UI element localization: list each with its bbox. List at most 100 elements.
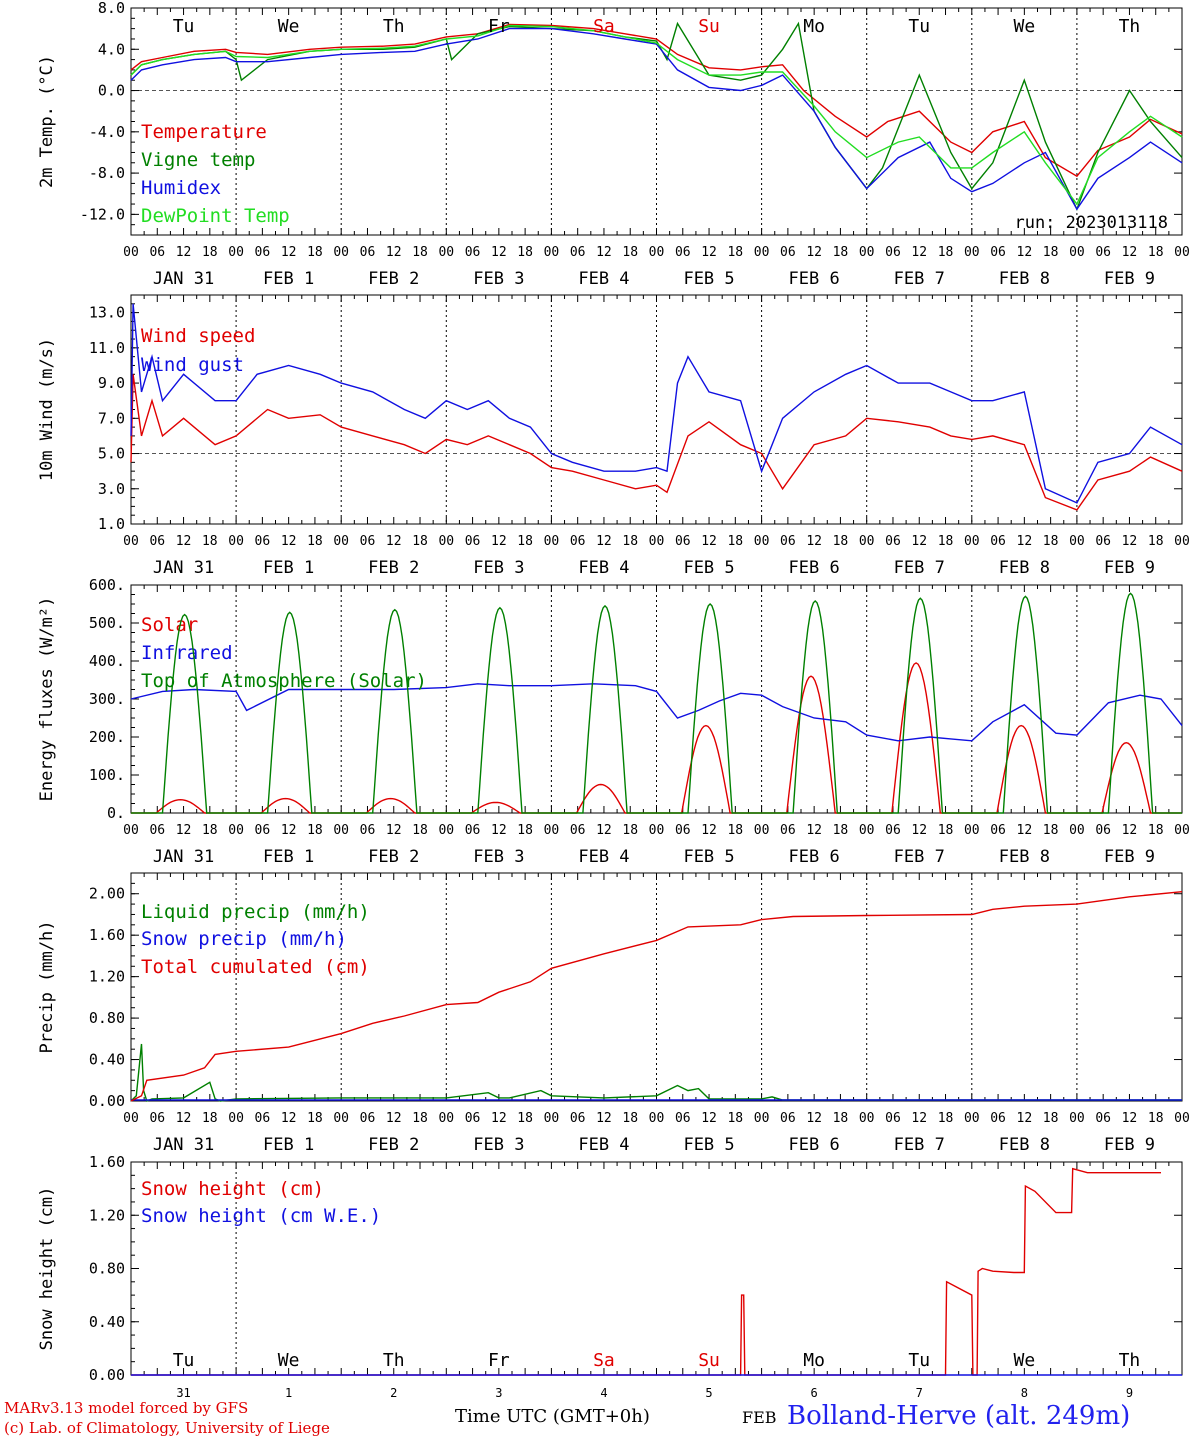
date-label: FEB 5 [683, 1135, 734, 1155]
hour-tick-label: 06 [780, 534, 796, 549]
hour-tick-label: 12 [806, 1111, 822, 1126]
hour-tick-label: 00 [438, 245, 454, 260]
hour-tick-label: 06 [255, 534, 271, 549]
hour-tick-label: 00 [544, 823, 560, 838]
hour-tick-label: 18 [727, 823, 743, 838]
date-label: JAN 31 [153, 558, 214, 578]
hour-tick-label: 00 [333, 534, 349, 549]
hour-tick-label: 06 [990, 245, 1006, 260]
hour-tick-label: 06 [885, 1111, 901, 1126]
hour-tick-label: 12 [701, 823, 717, 838]
hour-tick-label: 12 [701, 534, 717, 549]
hour-tick-label: 06 [149, 534, 165, 549]
hour-tick-label: 00 [1174, 1111, 1190, 1126]
y-tick-label: 0.0 [98, 82, 125, 100]
date-label: FEB 8 [999, 269, 1050, 289]
day-number-label: 9 [1126, 1386, 1133, 1400]
hour-tick-label: 06 [1095, 534, 1111, 549]
legend-entry: Solar [141, 614, 198, 636]
day-of-week-label: Tu [173, 1350, 195, 1371]
hour-tick-label: 00 [859, 1111, 875, 1126]
hour-tick-label: 06 [1095, 245, 1111, 260]
legend-entry: Infrared [141, 642, 233, 664]
hour-tick-label: 00 [649, 823, 665, 838]
date-label: FEB 7 [894, 847, 945, 867]
hour-tick-label: 12 [281, 245, 297, 260]
hour-tick-label: 18 [938, 1111, 954, 1126]
legend-entry: Snow precip (mm/h) [141, 928, 347, 950]
hour-tick-label: 18 [833, 534, 849, 549]
hour-tick-label: 18 [622, 534, 638, 549]
hour-tick-label: 18 [517, 1111, 533, 1126]
hour-tick-label: 06 [570, 245, 586, 260]
y-tick-label: 200. [89, 728, 125, 746]
day-number-label: 5 [705, 1386, 712, 1400]
hour-tick-label: 00 [544, 245, 560, 260]
day-of-week-label: Mo [803, 1350, 825, 1371]
hour-tick-label: 00 [754, 1111, 770, 1126]
hour-tick-label: 06 [780, 1111, 796, 1126]
y-tick-label: 600. [89, 576, 125, 594]
hour-tick-label: 00 [123, 245, 139, 260]
date-label: FEB 5 [683, 269, 734, 289]
hour-tick-label: 18 [938, 245, 954, 260]
legend-entry: Liquid precip (mm/h) [141, 901, 370, 923]
hour-tick-label: 06 [1095, 1111, 1111, 1126]
y-tick-label: 0.40 [89, 1051, 125, 1069]
y-tick-label: -4.0 [89, 123, 125, 141]
y-tick-label: 7.0 [98, 409, 125, 427]
date-label: JAN 31 [153, 847, 214, 867]
date-label: FEB 1 [263, 1135, 314, 1155]
day-of-week-label: Th [383, 1350, 405, 1371]
hour-tick-label: 18 [1043, 1111, 1059, 1126]
date-label: FEB 2 [368, 269, 419, 289]
hour-tick-label: 18 [1043, 534, 1059, 549]
day-of-week-label: Sa [593, 16, 615, 37]
y-tick-label: 0.40 [89, 1313, 125, 1331]
hour-tick-label: 00 [544, 1111, 560, 1126]
hour-tick-label: 18 [833, 823, 849, 838]
hour-tick-label: 12 [911, 1111, 927, 1126]
date-label: FEB 6 [789, 847, 840, 867]
hour-tick-label: 00 [1069, 534, 1085, 549]
date-label: FEB 6 [789, 269, 840, 289]
hour-tick-label: 06 [885, 534, 901, 549]
day-of-week-label: Su [698, 1350, 720, 1371]
hour-tick-label: 18 [1043, 245, 1059, 260]
hour-tick-label: 12 [596, 245, 612, 260]
hour-tick-label: 18 [938, 823, 954, 838]
date-label: FEB 7 [894, 269, 945, 289]
series-line-total-cumulated-cm- [130, 891, 1183, 1102]
legend-entry: Total cumulated (cm) [141, 956, 370, 978]
hour-tick-label: 12 [386, 534, 402, 549]
hour-tick-label: 12 [806, 823, 822, 838]
hour-tick-label: 18 [1148, 1111, 1164, 1126]
hour-tick-label: 12 [911, 534, 927, 549]
hour-tick-label: 12 [701, 1111, 717, 1126]
hour-tick-label: 12 [1017, 534, 1033, 549]
date-label: FEB 4 [578, 1135, 629, 1155]
hour-tick-label: 12 [1017, 245, 1033, 260]
hour-tick-label: 06 [360, 1111, 376, 1126]
hour-tick-label: 00 [1174, 823, 1190, 838]
y-tick-label: 0.00 [89, 1092, 125, 1110]
panel-2: 13.0 11.0 9.0 7.0 5.0 3.0 1.0 10m Wind (m/s) Win… [37, 294, 1190, 578]
series-line-humidex [130, 27, 1183, 211]
hour-tick-label: 06 [885, 245, 901, 260]
credit-line-2: (c) Lab. of Climatology, University of L… [4, 1419, 330, 1437]
date-label: FEB 3 [473, 558, 524, 578]
y-tick-label: 9.0 [98, 374, 125, 392]
day-of-week-label: Th [1119, 1350, 1141, 1371]
hour-tick-label: 18 [622, 823, 638, 838]
day-of-week-label: Th [383, 16, 405, 37]
plot-frame [130, 294, 1183, 525]
date-label: FEB 4 [578, 847, 629, 867]
series-line-dewpoint-temp [130, 24, 1183, 206]
legend-entry: Vigne temp [141, 149, 255, 171]
hour-tick-label: 00 [859, 245, 875, 260]
y-axis-title: 2m Temp. (°C) [37, 55, 57, 188]
hour-tick-label: 12 [701, 245, 717, 260]
date-label: FEB 8 [999, 558, 1050, 578]
y-tick-label: 1.0 [98, 515, 125, 533]
day-of-week-label: Th [1119, 16, 1141, 37]
